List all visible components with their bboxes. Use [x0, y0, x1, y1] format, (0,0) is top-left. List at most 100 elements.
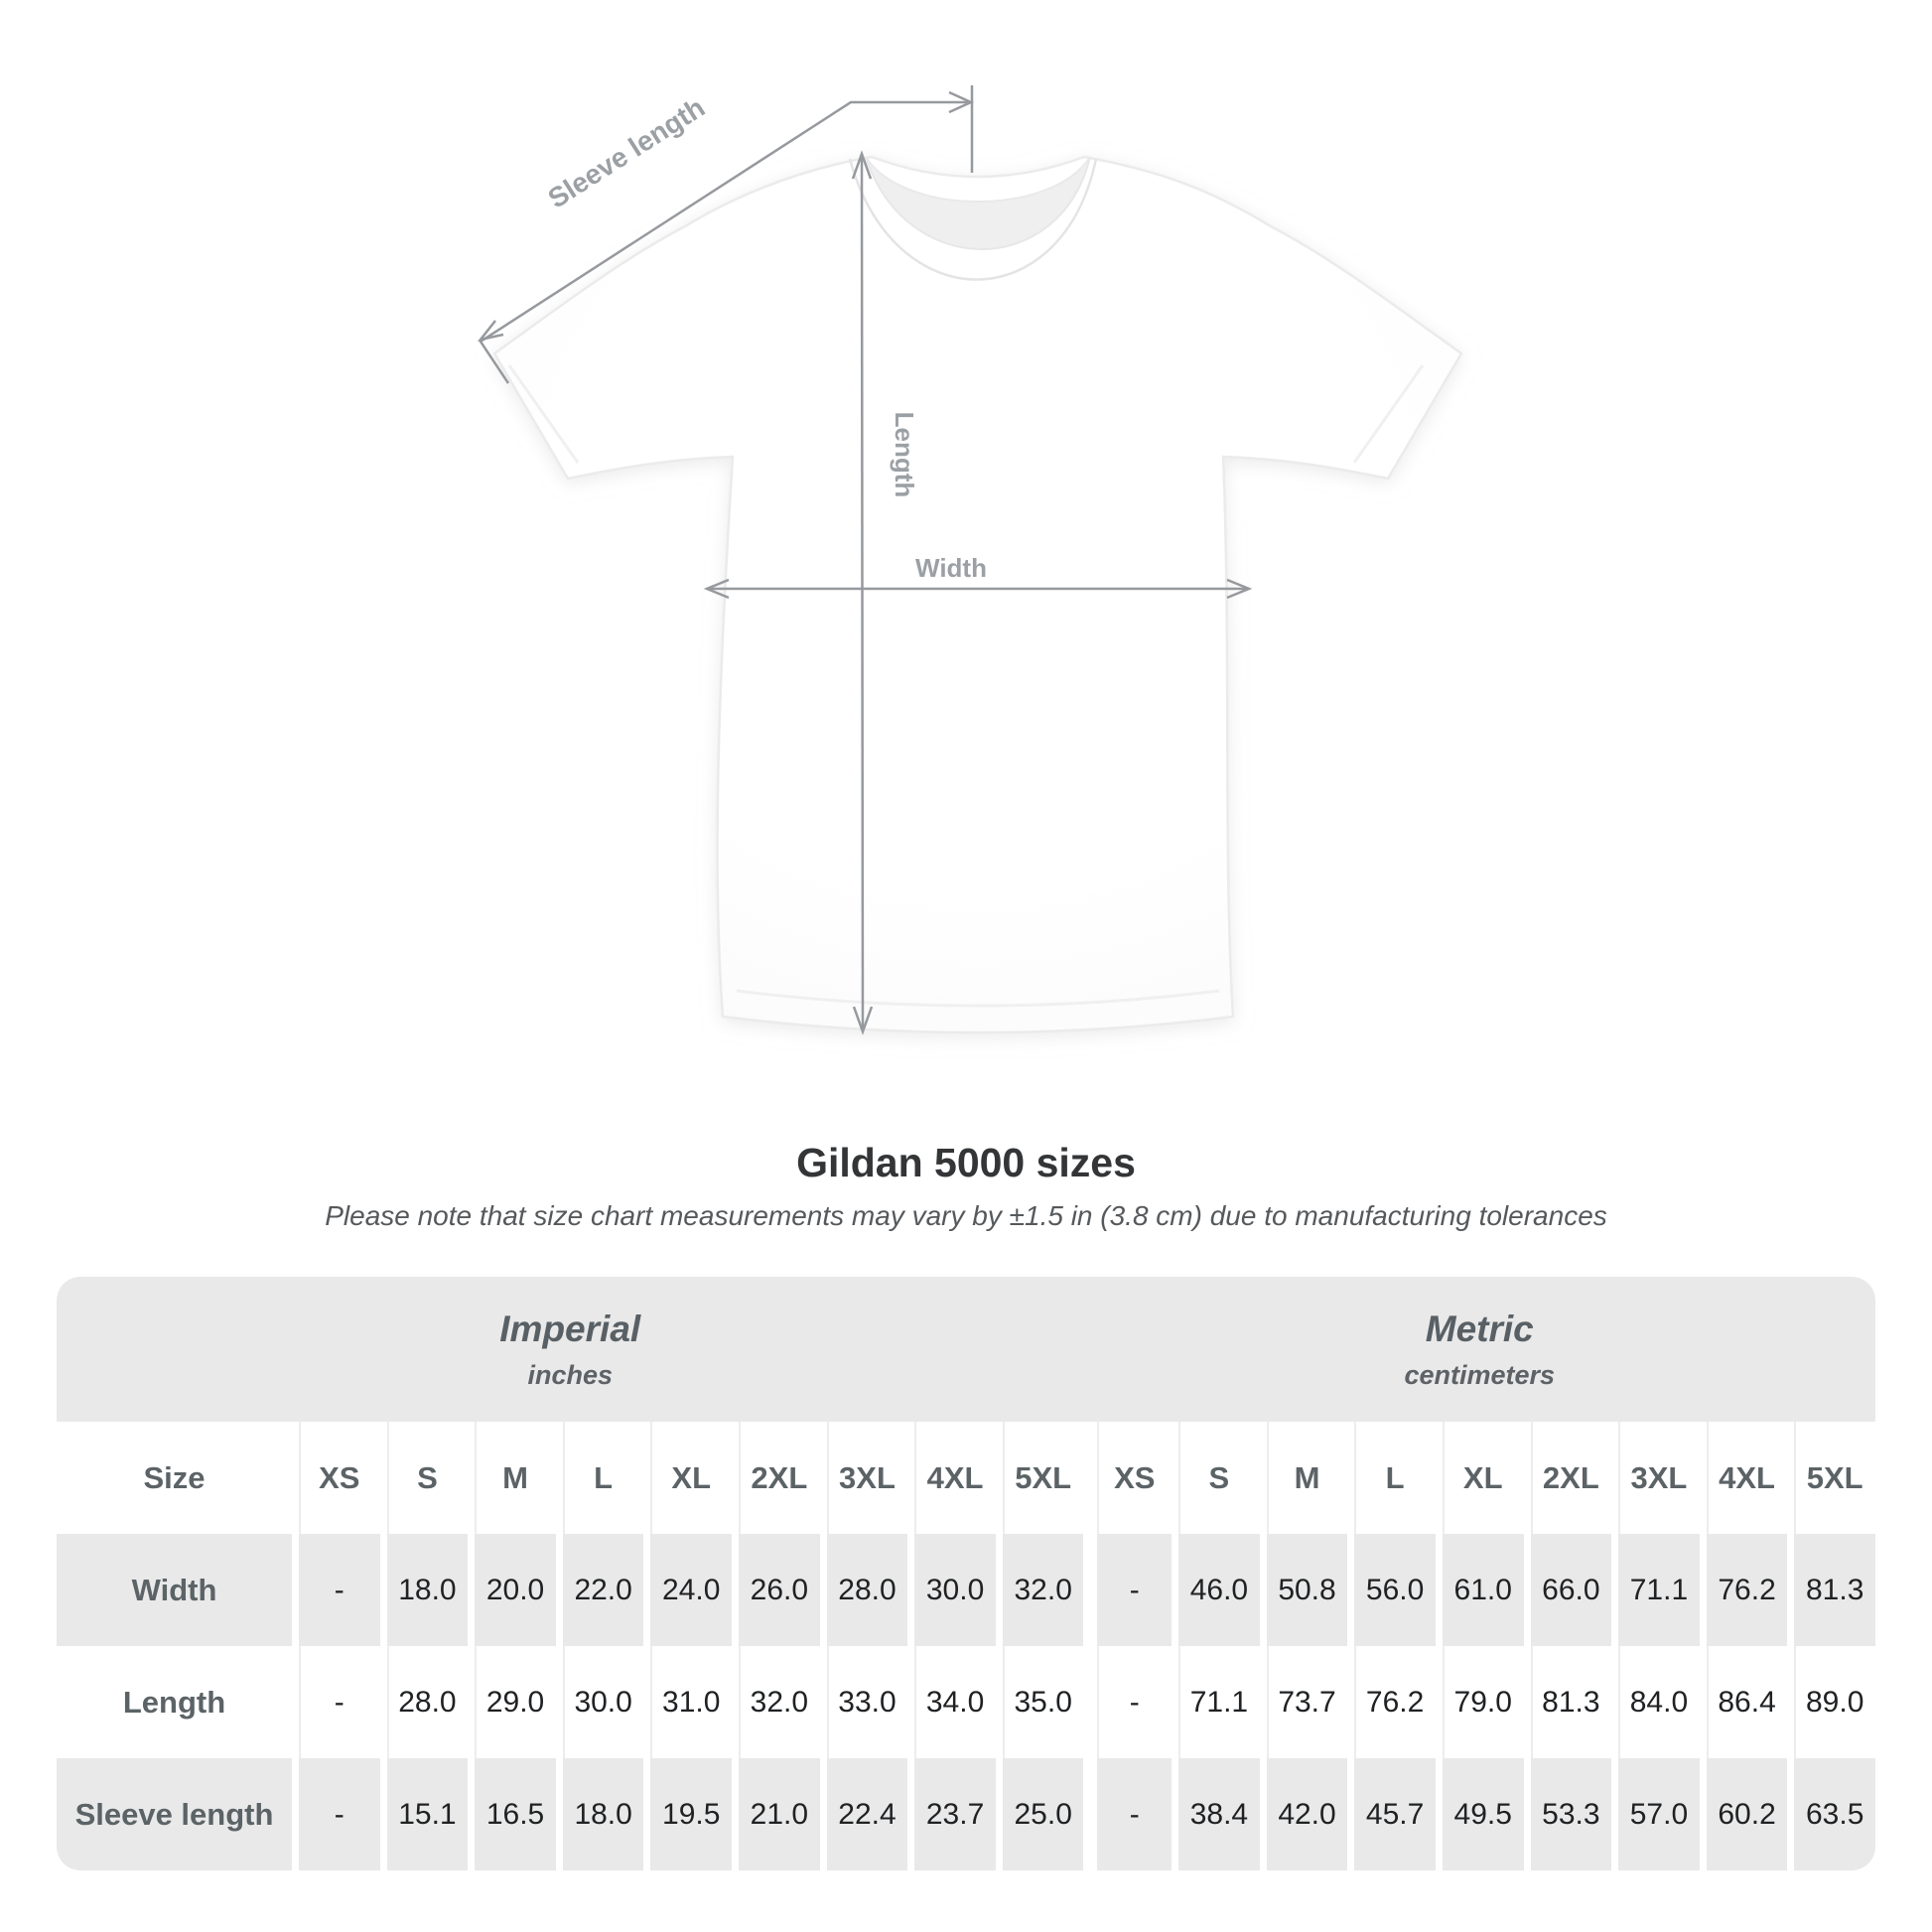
sleeve-length-arrow [477, 85, 975, 384]
unit-group-header-row: Imperial inches Metric centimeters [57, 1277, 1875, 1422]
size-header-imperial-5xl: 5XL [995, 1422, 1084, 1534]
value-cell: 71.1 [1172, 1646, 1260, 1758]
sleeve-length-row: Sleeve length - 15.1 16.5 18.0 19.5 21.0… [57, 1758, 1875, 1870]
metric-label: Metric [1425, 1308, 1534, 1349]
tshirt [492, 155, 1463, 1035]
size-header-imperial-s: S [379, 1422, 469, 1534]
size-header-metric-m: M [1259, 1422, 1348, 1534]
page-subtitle: Please note that size chart measurements… [325, 1200, 1607, 1231]
size-header-imperial-xs: XS [292, 1422, 380, 1534]
value-cell: 24.0 [643, 1534, 733, 1646]
size-header-metric-2xl: 2XL [1523, 1422, 1612, 1534]
value-cell: 79.0 [1435, 1646, 1524, 1758]
width-arrow [703, 578, 1253, 600]
width-row: Width - 18.0 20.0 22.0 24.0 26.0 28.0 30… [57, 1534, 1875, 1646]
size-corner-label: Size [143, 1459, 206, 1495]
value-cell: - [1083, 1534, 1173, 1646]
size-header-metric-l: L [1347, 1422, 1436, 1534]
value-cell: 60.2 [1699, 1758, 1788, 1870]
value-cell: - [1083, 1646, 1172, 1758]
collar-back-edge [865, 156, 1091, 203]
value-cell: 76.2 [1699, 1534, 1788, 1646]
value-cell: 63.5 [1787, 1758, 1875, 1870]
group-header-metric: Metric centimeters [1083, 1277, 1875, 1422]
value-cell: - [1083, 1758, 1173, 1870]
size-header-metric-xl: XL [1435, 1422, 1524, 1534]
value-cell: 15.1 [379, 1758, 469, 1870]
value-cell: 71.1 [1611, 1534, 1700, 1646]
value-cell: 89.0 [1787, 1646, 1875, 1758]
row-label-length: Length [122, 1684, 226, 1720]
value-cell: 33.0 [819, 1646, 908, 1758]
value-cell: 34.0 [907, 1646, 996, 1758]
value-cell: - [292, 1534, 380, 1646]
value-cell: 19.5 [643, 1758, 733, 1870]
size-header-metric-3xl: 3XL [1611, 1422, 1700, 1534]
value-cell: 53.3 [1523, 1758, 1612, 1870]
value-cell: 76.2 [1347, 1646, 1436, 1758]
value-cell: 42.0 [1259, 1758, 1348, 1870]
value-cell: 38.4 [1172, 1758, 1260, 1870]
length-row: Length - 28.0 29.0 30.0 31.0 32.0 33.0 3… [57, 1646, 1875, 1758]
width-label: Width [915, 553, 987, 583]
value-cell: 28.0 [379, 1646, 469, 1758]
value-cell: 45.7 [1347, 1758, 1436, 1870]
value-cell: 84.0 [1611, 1646, 1700, 1758]
value-cell: 26.0 [732, 1534, 820, 1646]
collar-inner-edge [865, 156, 1091, 250]
value-cell: 50.8 [1259, 1534, 1348, 1646]
value-cell: 66.0 [1523, 1534, 1612, 1646]
value-cell: 61.0 [1435, 1534, 1524, 1646]
page-title: Gildan 5000 sizes [796, 1140, 1136, 1185]
value-cell: 81.3 [1787, 1534, 1875, 1646]
metric-units-label: centimeters [1404, 1359, 1556, 1390]
row-label-sleeve-length: Sleeve length [57, 1758, 292, 1870]
value-cell: 32.0 [732, 1646, 820, 1758]
imperial-units-label: inches [527, 1359, 614, 1390]
right-sleeve-stitch [1352, 364, 1425, 464]
size-header-imperial-4xl: 4XL [907, 1422, 996, 1534]
value-cell: 35.0 [995, 1646, 1084, 1758]
size-header-imperial-l: L [555, 1422, 644, 1534]
value-cell: 31.0 [643, 1646, 732, 1758]
value-cell: 20.0 [468, 1534, 556, 1646]
value-cell: 30.0 [555, 1646, 644, 1758]
value-cell: 22.4 [819, 1758, 908, 1870]
size-header-metric-5xl: 5XL [1787, 1422, 1875, 1534]
length-arrow [851, 150, 874, 1035]
value-cell: - [292, 1646, 380, 1758]
collar-band-seam [848, 158, 1098, 281]
value-cell: 32.0 [995, 1534, 1084, 1646]
size-table-container: Imperial inches Metric centimeters Size … [57, 1277, 1875, 1870]
size-table: Imperial inches Metric centimeters Size … [57, 1277, 1875, 1870]
imperial-label: Imperial [499, 1308, 641, 1349]
value-cell: 30.0 [907, 1534, 996, 1646]
size-header-imperial-3xl: 3XL [819, 1422, 908, 1534]
tshirt-diagram-svg: Sleeve length Length Width [477, 85, 1463, 1035]
value-cell: - [292, 1758, 380, 1870]
value-cell: 21.0 [732, 1758, 820, 1870]
group-header-imperial: Imperial inches [57, 1277, 1084, 1422]
length-label: Length [890, 412, 919, 498]
value-cell: 57.0 [1611, 1758, 1700, 1870]
value-cell: 81.3 [1523, 1646, 1612, 1758]
left-sleeve-stitch [507, 364, 580, 464]
hem-stitch [736, 989, 1220, 1008]
value-cell: 56.0 [1347, 1534, 1436, 1646]
value-cell: 25.0 [995, 1758, 1084, 1870]
value-cell: 16.5 [468, 1758, 556, 1870]
size-header-metric-s: S [1172, 1422, 1260, 1534]
heading: Gildan 5000 sizes Please note that size … [0, 1140, 1932, 1232]
tshirt-silhouette [492, 155, 1463, 1035]
measurement-annotations [477, 85, 1253, 1035]
size-header-imperial-m: M [468, 1422, 556, 1534]
value-cell: 73.7 [1259, 1646, 1348, 1758]
value-cell: 18.0 [555, 1758, 644, 1870]
sleeve-length-label: Sleeve length [542, 91, 710, 213]
value-cell: 46.0 [1172, 1534, 1260, 1646]
value-cell: 18.0 [379, 1534, 469, 1646]
tshirt-measurement-diagram: Sleeve length Length Width [477, 85, 1463, 1035]
value-cell: 28.0 [819, 1534, 908, 1646]
row-label-width: Width [57, 1534, 292, 1646]
